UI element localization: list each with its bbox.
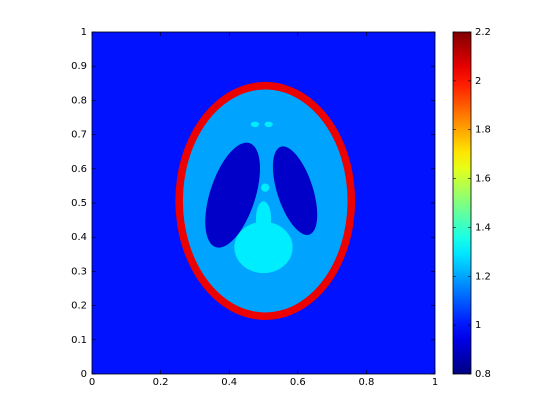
y-tick-label: 1: [81, 27, 87, 38]
y-tick-label: 0.8: [71, 95, 87, 106]
x-tick-label: 0.4: [221, 377, 237, 388]
colorbar-tick-label: 0.8: [475, 369, 491, 380]
y-tick-label: 0.7: [71, 130, 87, 141]
colorbar: [452, 31, 472, 375]
colorbar-tick-label: 2.2: [475, 27, 491, 38]
colorbar-tick-label: 1: [475, 320, 481, 331]
colorbar-tick-label: 1.8: [475, 125, 491, 136]
image: [92, 32, 435, 374]
y-tick-label: 0.2: [71, 301, 87, 312]
phantom-region: [234, 221, 293, 274]
colorbar-tick-label: 1.4: [475, 222, 491, 233]
colorbar-tick-label: 1.6: [475, 174, 491, 185]
colorbar-tick-label: 2: [475, 76, 481, 87]
phantom-region: [205, 142, 261, 248]
y-tick-label: 0: [81, 369, 87, 380]
y-tick-label: 0.6: [71, 164, 87, 175]
y-tick-label: 0.4: [71, 232, 87, 243]
y-tick-label: 0.3: [71, 266, 87, 277]
x-tick-label: 0: [89, 377, 95, 388]
phantom-region: [250, 121, 260, 128]
x-tick-label: 0.8: [358, 377, 374, 388]
x-tick-label: 0.6: [290, 377, 306, 388]
phantom-region: [272, 146, 318, 235]
y-tick-label: 0.9: [71, 61, 87, 72]
x-tick-label: 0.2: [153, 377, 169, 388]
phantom-region: [182, 89, 348, 313]
phantom-region: [264, 121, 273, 128]
colorbar-tick-label: 1.2: [475, 271, 491, 282]
y-tick-label: 0.1: [71, 335, 87, 346]
y-tick-label: 0.5: [71, 198, 87, 209]
x-tick-label: 1: [432, 377, 438, 388]
phantom-region: [261, 183, 270, 192]
phantom-region: [255, 201, 272, 236]
